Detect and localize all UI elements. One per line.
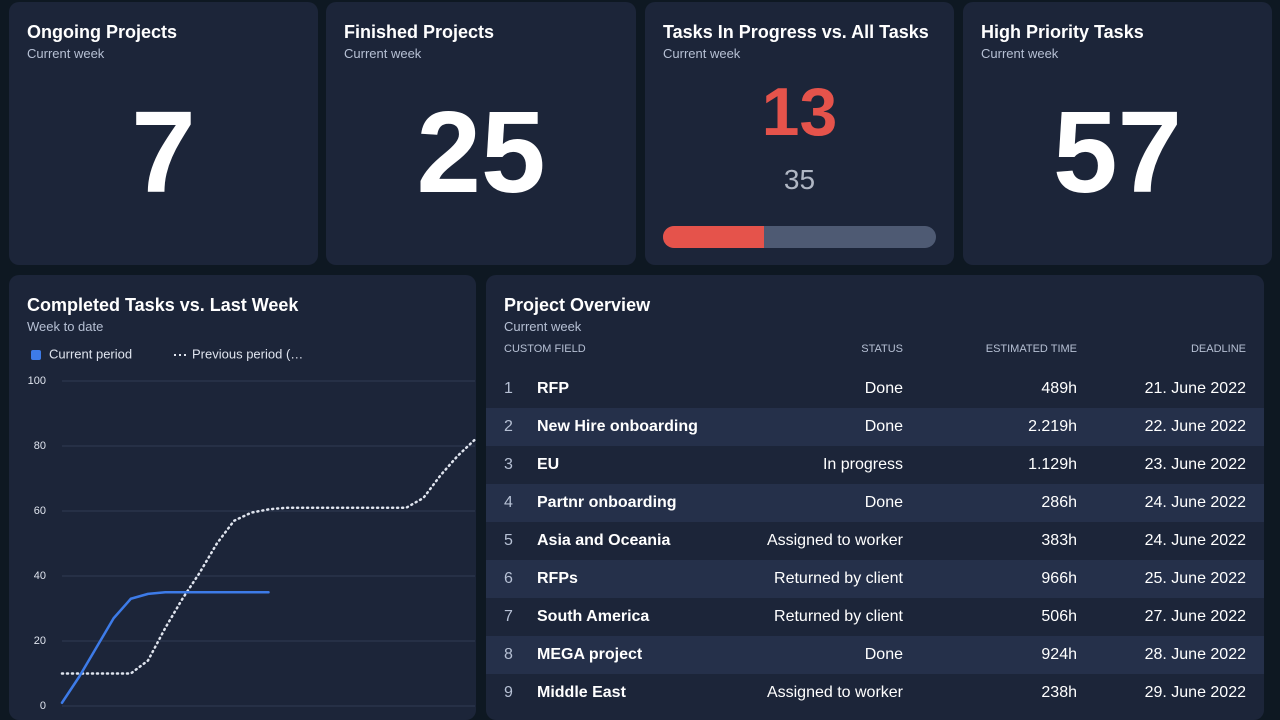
y-tick-label: 80	[34, 440, 46, 452]
estimated-time: 506h	[1041, 608, 1077, 625]
kpi-subtitle: Current week	[344, 46, 422, 61]
table-row: 2 New Hire onboarding Done 2.219h 22. June 2…	[486, 408, 1264, 446]
estimated-time: 924h	[1041, 646, 1077, 663]
table-row: 5 Asia and Oceania Assigned to worker 383h 2…	[486, 522, 1264, 560]
table-card: Project Overview Current week CUSTOM FIE…	[486, 275, 1264, 720]
kpi-subtitle: Current week	[981, 46, 1059, 61]
estimated-time: 1.129h	[1028, 456, 1077, 473]
status: Done	[864, 380, 903, 397]
row-number: 9	[504, 684, 513, 701]
status: Done	[864, 646, 903, 663]
chart-card: Completed Tasks vs. Last Week Week to da…	[9, 275, 476, 720]
chart-subtitle: Week to date	[27, 319, 104, 334]
status: Assigned to worker	[766, 532, 903, 549]
project-name: RFP	[537, 380, 569, 397]
table-row: 8 MEGA project Done 924h 28. June 2022	[486, 636, 1264, 674]
project-name: RFPs	[537, 570, 578, 587]
kpi-card: Finished Projects Current week 25	[326, 2, 636, 265]
status: In progress	[822, 456, 903, 473]
row-number: 6	[504, 570, 513, 587]
estimated-time: 383h	[1041, 532, 1077, 549]
deadline: 21. June 2022	[1144, 380, 1246, 397]
status: Done	[864, 418, 903, 435]
kpi-value: 25	[416, 87, 546, 217]
line-series	[60, 591, 270, 704]
estimated-time: 238h	[1041, 684, 1077, 701]
table-row: 4 Partnr onboarding Done 286h 24. June 2022	[486, 484, 1264, 522]
kpi-subtitle: Current week	[663, 46, 741, 61]
column-header: STATUS	[861, 343, 903, 355]
deadline: 24. June 2022	[1144, 532, 1246, 549]
project-name: South America	[537, 608, 650, 625]
table-title: Project Overview	[504, 295, 651, 315]
kpi-title: High Priority Tasks	[981, 22, 1144, 42]
chart-title: Completed Tasks vs. Last Week	[27, 295, 299, 315]
estimated-time: 966h	[1041, 570, 1077, 587]
kpi-subtitle: Current week	[27, 46, 105, 61]
kpi-title: Finished Projects	[344, 22, 495, 42]
kpi-card: High Priority Tasks Current week 57	[963, 2, 1272, 265]
deadline: 25. June 2022	[1144, 570, 1246, 587]
project-name: EU	[537, 456, 560, 473]
deadline: 24. June 2022	[1144, 494, 1246, 511]
legend-label: Previous period (…	[192, 346, 303, 361]
row-number: 8	[504, 646, 513, 663]
progress-fill	[663, 226, 765, 248]
deadline: 27. June 2022	[1144, 608, 1246, 625]
line-series	[60, 438, 476, 675]
kpi-title: Tasks In Progress vs. All Tasks	[663, 22, 929, 42]
project-name: New Hire onboarding	[537, 418, 698, 435]
y-tick-label: 0	[40, 700, 46, 712]
project-name: Asia and Oceania	[537, 532, 671, 549]
table-row: 3 EU In progress 1.129h 23. June 2022	[486, 446, 1264, 484]
estimated-time: 2.219h	[1028, 418, 1077, 435]
project-name: MEGA project	[537, 646, 643, 663]
row-number: 4	[504, 494, 513, 511]
status: Returned by client	[774, 608, 903, 625]
deadline: 28. June 2022	[1144, 646, 1246, 663]
table-row: 7 South America Returned by client 506h 27. …	[486, 598, 1264, 636]
chart: 0 20 40 60 80 100 Current period Previous perio…	[28, 346, 476, 712]
row-number: 5	[504, 532, 513, 549]
progress-track	[663, 226, 936, 248]
y-tick-label: 60	[34, 505, 46, 517]
legend-label: Current period	[49, 346, 132, 361]
project-name: Partnr onboarding	[537, 494, 677, 511]
kpi-value: 7	[131, 87, 196, 217]
status: Done	[864, 494, 903, 511]
kpi-title: Ongoing Projects	[27, 22, 178, 42]
row-number: 7	[504, 608, 513, 625]
table-row: 9 Middle East Assigned to worker 238h 29. Ju…	[486, 674, 1264, 712]
project-name: Middle East	[537, 684, 626, 701]
table-row: 1 RFP Done 489h 21. June 2022	[486, 370, 1264, 408]
estimated-time: 489h	[1041, 380, 1077, 397]
deadline: 29. June 2022	[1144, 684, 1246, 701]
y-tick-label: 20	[34, 635, 46, 647]
kpi-card: Ongoing Projects Current week 7	[9, 2, 318, 265]
column-header: DEADLINE	[1190, 343, 1246, 355]
kpi-value: 13	[761, 74, 838, 150]
kpi-card: Tasks In Progress vs. All Tasks Current w…	[645, 2, 954, 265]
column-header: ESTIMATED TIME	[985, 343, 1077, 355]
y-tick-label: 40	[34, 570, 46, 582]
row-number: 2	[504, 418, 513, 435]
table-subtitle: Current week	[504, 319, 582, 334]
deadline: 23. June 2022	[1144, 456, 1246, 473]
kpi-value: 57	[1052, 87, 1183, 217]
column-header: CUSTOM FIELD	[504, 343, 586, 355]
y-tick-label: 100	[28, 375, 46, 387]
table-row: 6 RFPs Returned by client 966h 25. June 2022	[486, 560, 1264, 598]
kpi-total: 35	[783, 164, 816, 195]
deadline: 22. June 2022	[1144, 418, 1246, 435]
row-number: 1	[504, 380, 513, 397]
estimated-time: 286h	[1041, 494, 1077, 511]
status: Returned by client	[774, 570, 903, 587]
legend-swatch	[31, 350, 41, 360]
status: Assigned to worker	[766, 684, 903, 701]
row-number: 3	[504, 456, 513, 473]
